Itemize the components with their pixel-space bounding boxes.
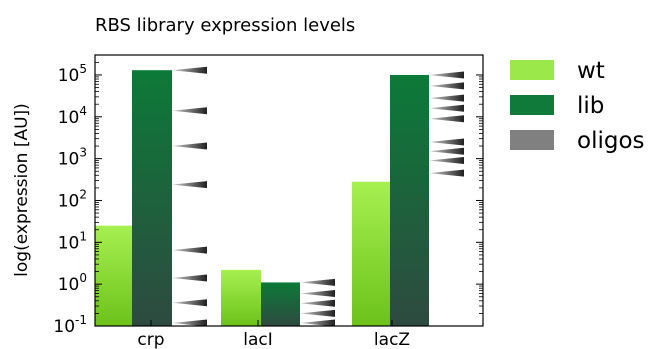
oligo-marker-lacI-2 xyxy=(300,299,335,307)
legend-swatch-wt xyxy=(510,60,554,80)
y-tick-label: 100 xyxy=(58,271,87,295)
oligo-marker-lacZ-6 xyxy=(429,147,464,155)
y-tick-exponent: 0 xyxy=(79,271,87,285)
oligo-marker-crp-7 xyxy=(172,319,207,327)
legend-label-oligos: oligos xyxy=(577,128,645,154)
oligo-marker-lacZ-7 xyxy=(429,157,464,165)
y-tick-base: 10 xyxy=(58,66,80,86)
y-tick-label: 105 xyxy=(58,62,87,86)
y-tick-base: 10 xyxy=(58,191,80,211)
y-tick-label: 103 xyxy=(58,146,87,170)
bar-wt-lacZ xyxy=(352,181,390,326)
oligo-marker-crp-5 xyxy=(172,274,207,282)
y-tick-label: 101 xyxy=(58,229,87,253)
oligo-marker-lacZ-2 xyxy=(429,94,464,102)
oligo-marker-crp-0 xyxy=(172,66,207,74)
bar-lib-crp xyxy=(132,70,172,326)
oligo-marker-lacZ-1 xyxy=(429,82,464,90)
oligo-marker-lacZ-0 xyxy=(429,71,464,79)
y-tick-base: 10 xyxy=(58,233,80,253)
oligo-marker-lacI-1 xyxy=(300,289,335,297)
y-tick-base: 10 xyxy=(58,108,80,128)
y-tick-exponent: 5 xyxy=(79,62,87,76)
legend-label-lib: lib xyxy=(577,93,604,119)
oligo-marker-crp-2 xyxy=(172,142,207,150)
oligo-marker-lacI-4 xyxy=(300,319,335,327)
legend-swatch-lib xyxy=(510,95,554,115)
y-tick-label: 10-1 xyxy=(53,313,87,337)
y-tick-exponent: 3 xyxy=(79,146,87,160)
x-tick-label-crp: crp xyxy=(137,330,164,349)
y-axis-label: log(expression [AU]) xyxy=(12,103,32,277)
y-tick-exponent: 1 xyxy=(79,229,87,243)
bar-lib-lacI xyxy=(261,282,300,326)
y-tick-base: 10 xyxy=(58,150,80,170)
legend-swatch-oligos xyxy=(510,130,554,150)
chart-title: RBS library expression levels xyxy=(95,15,355,36)
oligo-marker-crp-6 xyxy=(172,299,207,307)
bar-wt-crp xyxy=(95,225,132,326)
y-tick-exponent: 4 xyxy=(79,104,87,118)
oligo-marker-lacI-0 xyxy=(300,278,335,286)
plot-frame xyxy=(94,54,484,327)
y-tick-label: 104 xyxy=(58,104,87,128)
oligo-marker-lacZ-3 xyxy=(429,104,464,112)
x-tick-label-lacZ: lacZ xyxy=(374,330,410,349)
oligo-marker-lacZ-4 xyxy=(429,115,464,123)
oligo-marker-crp-1 xyxy=(172,107,207,115)
oligo-marker-lacZ-5 xyxy=(429,138,464,146)
y-tick-exponent: -1 xyxy=(75,313,87,327)
oligo-marker-crp-3 xyxy=(172,181,207,189)
oligo-marker-lacI-3 xyxy=(300,309,335,317)
bar-lib-lacZ xyxy=(390,74,429,326)
x-tick-label-lacI: lacI xyxy=(243,330,273,349)
bar-wt-lacI xyxy=(221,269,261,326)
legend-label-wt: wt xyxy=(577,58,605,84)
y-tick-base: 10 xyxy=(58,275,80,295)
y-tick-label: 102 xyxy=(58,187,87,211)
y-tick-exponent: 2 xyxy=(79,187,87,201)
oligo-marker-lacZ-8 xyxy=(429,169,464,177)
y-tick-base: 10 xyxy=(53,317,75,337)
oligo-marker-crp-4 xyxy=(172,246,207,254)
